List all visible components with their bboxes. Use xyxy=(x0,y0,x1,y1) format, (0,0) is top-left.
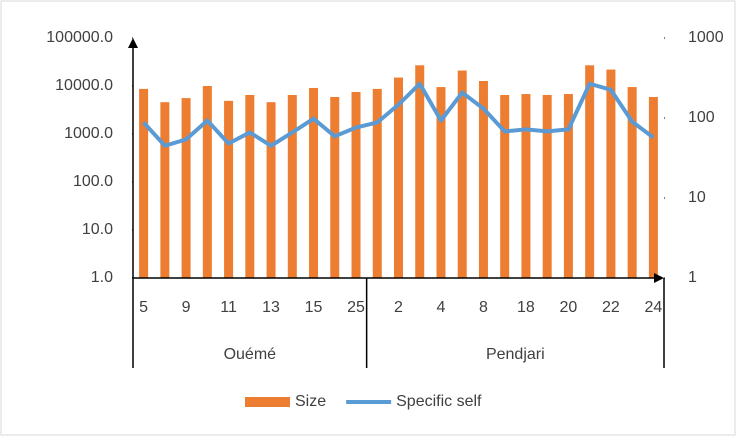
bar xyxy=(415,65,425,278)
y2-tick-label: 10 xyxy=(688,189,706,206)
x-tick-label: 11 xyxy=(220,299,237,316)
y-tick-label: 10.0 xyxy=(82,221,113,238)
line xyxy=(142,81,655,148)
bar xyxy=(266,102,276,278)
group-label: Ouémé xyxy=(224,346,277,363)
bar xyxy=(542,94,552,278)
bar xyxy=(394,77,403,278)
y-tick-label: 1000.0 xyxy=(64,125,113,142)
x-tick-label: 18 xyxy=(517,299,535,316)
y-tick-label: 1.0 xyxy=(91,269,113,286)
legend-swatch xyxy=(245,397,290,407)
x-tick-label: 22 xyxy=(602,299,620,316)
x-tick-label: 20 xyxy=(560,299,578,316)
bar xyxy=(648,96,658,278)
x-tick-label: 24 xyxy=(644,299,662,316)
y2-tick-label: 1 xyxy=(688,269,697,286)
bar xyxy=(202,86,212,278)
y2-tick-label: 1000 xyxy=(688,29,724,46)
x-tick-label: 4 xyxy=(437,299,446,316)
y-tick-label: 100.0 xyxy=(73,173,113,190)
x-tick-label: 9 xyxy=(182,299,191,316)
group-label: Pendjari xyxy=(486,346,545,363)
y-axis-arrow xyxy=(128,38,138,48)
bar xyxy=(309,87,319,279)
bar xyxy=(457,70,467,278)
bar xyxy=(563,94,573,278)
bar xyxy=(372,88,382,278)
x-axis-arrow xyxy=(654,273,664,283)
legend-label: Size xyxy=(295,393,326,410)
bar xyxy=(139,88,149,278)
bar xyxy=(330,96,340,278)
x-tick-label: 2 xyxy=(394,299,403,316)
bar xyxy=(181,98,191,278)
x-tick-label: 13 xyxy=(262,299,280,316)
legend-label: Specific self xyxy=(396,393,482,410)
bar xyxy=(351,91,361,278)
x-tick-label: 8 xyxy=(479,299,488,316)
x-tick-label: 15 xyxy=(305,299,323,316)
bar xyxy=(224,100,234,278)
y-tick-label: 10000.0 xyxy=(55,77,113,94)
bar xyxy=(160,102,170,278)
bar xyxy=(287,94,297,278)
bar xyxy=(521,94,531,278)
bar xyxy=(627,87,637,278)
bar xyxy=(478,81,488,278)
bar xyxy=(500,94,510,278)
bar xyxy=(436,87,446,278)
x-tick-label: 25 xyxy=(347,299,365,316)
bar xyxy=(245,94,255,278)
bar xyxy=(585,65,595,278)
y2-tick-label: 100 xyxy=(688,109,715,126)
y-tick-label: 100000.0 xyxy=(46,29,113,46)
bar xyxy=(606,69,616,278)
x-tick-label: 5 xyxy=(139,299,148,316)
